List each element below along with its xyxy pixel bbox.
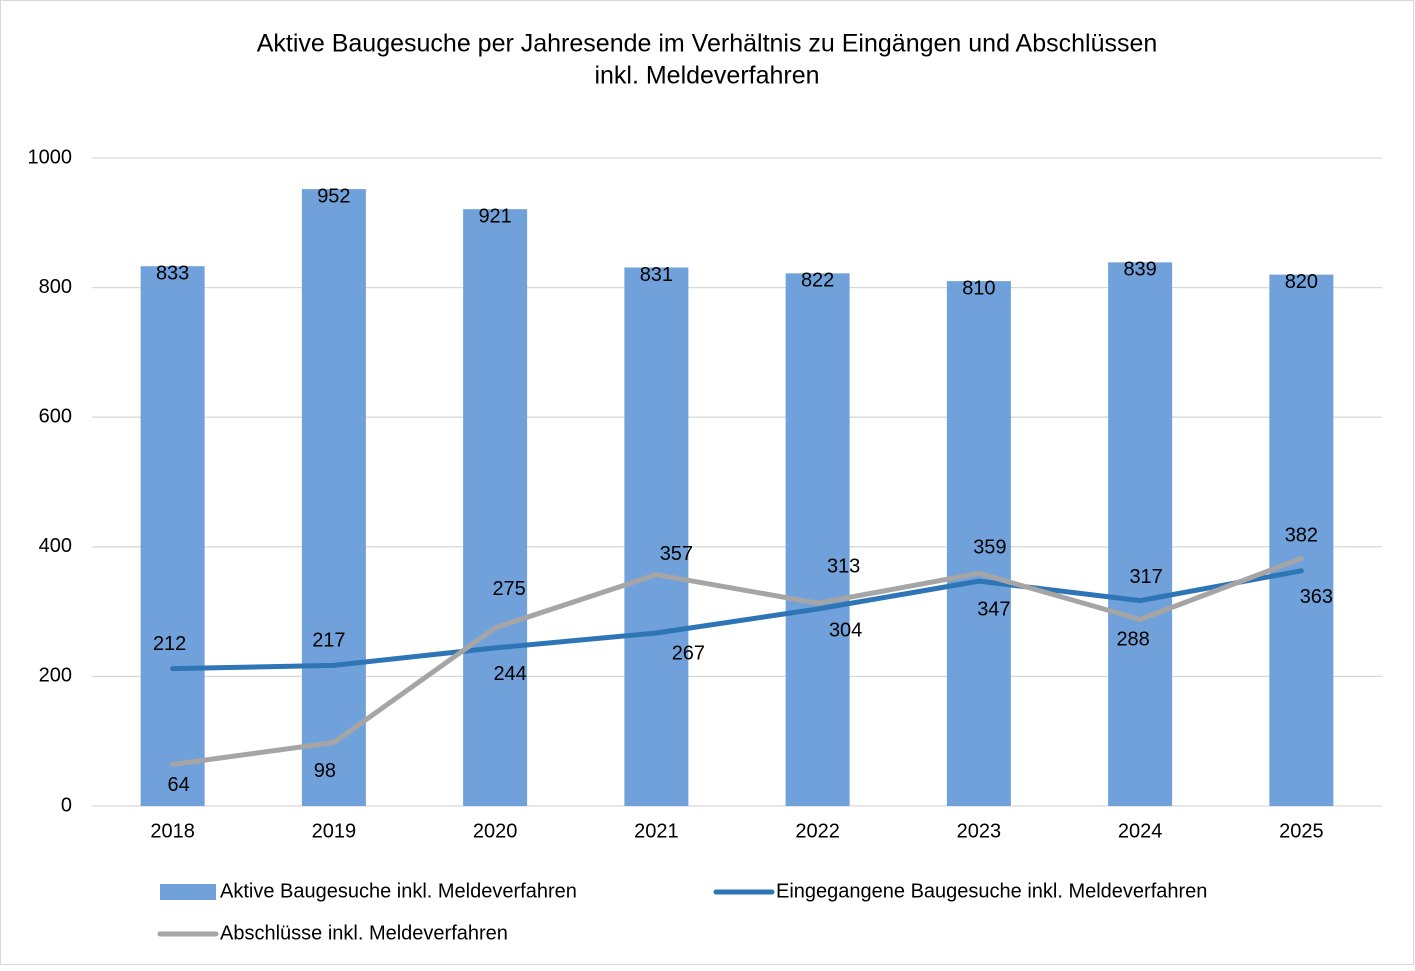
legend-label: Eingegangene Baugesuche inkl. Meldeverfa… [776, 880, 1207, 902]
chart-title: Aktive Baugesuche per Jahresende im Verh… [257, 30, 1158, 58]
bar [463, 209, 528, 806]
data-label: 244 [493, 663, 526, 685]
data-label: 288 [1116, 629, 1149, 651]
bar [785, 273, 850, 806]
data-label: 98 [314, 760, 336, 782]
data-label: 317 [1129, 566, 1162, 588]
data-label: 921 [478, 205, 511, 227]
data-label: 304 [829, 619, 862, 641]
legend-swatch [160, 884, 216, 900]
bar [1108, 262, 1173, 806]
legend-label: Aktive Baugesuche inkl. Meldeverfahren [220, 880, 577, 902]
x-tick-label: 2021 [634, 820, 679, 842]
data-label: 357 [660, 543, 693, 565]
data-label: 363 [1300, 586, 1333, 608]
data-label: 810 [962, 277, 995, 299]
data-label: 952 [317, 185, 350, 207]
y-tick-label: 200 [39, 665, 72, 687]
line [170, 555, 1304, 768]
data-label: 833 [156, 262, 189, 284]
bar [624, 267, 689, 807]
data-label: 275 [492, 578, 525, 600]
data-label: 831 [640, 264, 673, 286]
x-tick-label: 2019 [312, 820, 357, 842]
y-tick-label: 800 [39, 276, 72, 298]
bar [301, 189, 366, 806]
x-tick-label: 2024 [1118, 820, 1163, 842]
data-label: 820 [1285, 271, 1318, 293]
y-tick-label: 600 [39, 405, 72, 427]
chart-title: inkl. Meldeverfahren [594, 62, 819, 90]
data-label: 347 [977, 598, 1010, 620]
line [170, 568, 1304, 672]
x-tick-label: 2020 [473, 820, 518, 842]
data-label: 64 [168, 774, 190, 796]
data-label: 217 [312, 630, 345, 652]
data-label: 212 [153, 633, 186, 655]
data-label: 267 [672, 642, 705, 664]
data-label: 822 [801, 270, 834, 292]
x-tick-label: 2022 [795, 820, 840, 842]
data-label: 359 [973, 537, 1006, 559]
bar [140, 266, 205, 806]
bar [946, 281, 1011, 806]
x-tick-label: 2023 [957, 820, 1002, 842]
data-label: 313 [827, 555, 860, 577]
legend-label: Abschlüsse inkl. Meldeverfahren [220, 922, 508, 944]
data-label: 839 [1123, 259, 1156, 281]
y-tick-label: 0 [61, 794, 72, 816]
x-tick-label: 2018 [150, 820, 195, 842]
y-tick-label: 1000 [28, 146, 73, 168]
x-tick-label: 2025 [1279, 820, 1324, 842]
bar [1269, 274, 1334, 806]
y-tick-label: 400 [39, 535, 72, 557]
data-label: 382 [1285, 525, 1318, 547]
